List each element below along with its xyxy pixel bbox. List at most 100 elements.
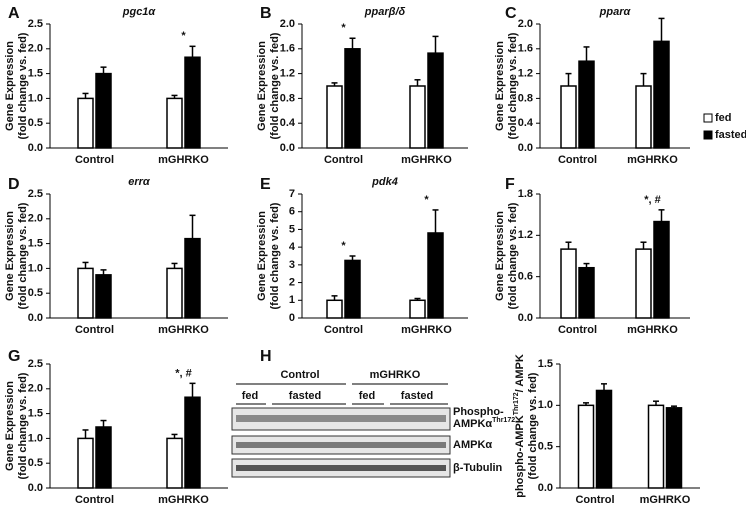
y-axis-label: (fold change vs. fed) <box>507 32 519 139</box>
y-axis-label: (fold change vs. fed) <box>269 32 281 139</box>
blot-group: Control <box>280 369 319 381</box>
x-tick-label: mGHRKO <box>401 324 452 336</box>
y-axis-label: (fold change vs. fed) <box>269 202 281 309</box>
x-tick-label: Control <box>558 324 597 336</box>
panel-letter: H <box>260 348 272 365</box>
y-tick-label: 1.6 <box>518 43 533 55</box>
annotation: * <box>181 30 186 42</box>
y-axis-label: (fold change vs. fed) <box>527 372 539 479</box>
y-axis-label: Gene Expression <box>494 41 506 131</box>
y-tick-label: 1.5 <box>28 68 43 80</box>
y-tick-label: 2.0 <box>280 18 295 30</box>
x-tick-label: Control <box>75 154 114 166</box>
x-tick-label: mGHRKO <box>640 494 691 506</box>
y-tick-label: 0.6 <box>518 271 533 283</box>
y-tick-label: 1.2 <box>518 229 533 241</box>
y-tick-label: 1.0 <box>538 399 553 411</box>
blot-row-label: Phospho- <box>453 406 504 418</box>
y-tick-label: 1.2 <box>518 68 533 80</box>
x-tick-label: mGHRKO <box>627 324 678 336</box>
y-axis-label: (fold change vs. fed) <box>17 32 29 139</box>
bar <box>184 237 201 319</box>
panel-title: pparα <box>599 6 632 18</box>
blot-signal <box>236 442 446 448</box>
y-tick-label: 2.5 <box>28 358 43 370</box>
y-tick-label: 0.0 <box>28 142 43 154</box>
bar <box>578 266 595 319</box>
x-tick-label: mGHRKO <box>158 154 209 166</box>
y-axis-label-sup: Thr172 <box>513 392 520 415</box>
y-axis-label: (fold change vs. fed) <box>17 372 29 479</box>
y-axis-label: (fold change vs. fed) <box>17 202 29 309</box>
y-axis-label: Gene Expression <box>494 41 506 131</box>
blot-condition: fed <box>242 390 259 402</box>
y-tick-label: 2.5 <box>28 18 43 30</box>
y-tick-label: 0.0 <box>28 482 43 494</box>
y-axis-label: Gene Expression <box>4 381 16 471</box>
panel-title: pdk4 <box>371 176 398 188</box>
blot-row-label: β-Tubulin <box>453 462 503 474</box>
bar <box>595 389 613 489</box>
bar <box>77 267 94 319</box>
y-axis-label: Gene Expression <box>256 211 268 301</box>
y-tick-label: 2.0 <box>28 43 43 55</box>
bar <box>427 232 444 319</box>
panel-title: errα <box>128 176 151 188</box>
y-tick-label: 0.8 <box>280 92 295 104</box>
y-tick-label: 0.0 <box>280 142 295 154</box>
bar <box>635 85 652 149</box>
y-tick-label: 0.4 <box>280 117 296 129</box>
blot-condition: fasted <box>401 390 433 402</box>
bar <box>560 248 577 319</box>
panel: F Gene Expression (fold change vs. fed) 0.0… <box>494 176 690 336</box>
y-tick-label: 7 <box>289 188 295 200</box>
x-tick-label: Control <box>75 494 114 506</box>
blot-row-label: AMPKαThr172 <box>453 417 515 430</box>
y-tick-label: 1 <box>289 294 295 306</box>
blot-condition: fasted <box>289 390 321 402</box>
y-axis-label: (fold change vs. fed) <box>17 202 29 309</box>
legend-label: fasted <box>715 129 746 141</box>
y-axis-label: (fold change vs. fed) <box>507 202 519 309</box>
x-tick-label: mGHRKO <box>158 324 209 336</box>
x-tick-label: mGHRKO <box>401 154 452 166</box>
y-tick-label: 5 <box>289 223 295 235</box>
y-tick-label: 0 <box>289 312 295 324</box>
y-axis-label: phospho-AMPKThr172/ AMPK <box>513 354 526 498</box>
x-tick-label: mGHRKO <box>627 154 678 166</box>
y-axis-label: Gene Expression <box>4 381 16 471</box>
y-axis-label: (fold change vs. fed) <box>507 32 519 139</box>
y-tick-label: 1.0 <box>28 92 43 104</box>
y-tick-label: 1.0 <box>28 432 43 444</box>
bar <box>326 299 343 319</box>
y-tick-label: 0.5 <box>28 117 43 129</box>
y-tick-label: 1.0 <box>28 262 43 274</box>
y-axis-label: Gene Expression <box>256 41 268 131</box>
y-tick-label: 2 <box>289 276 295 288</box>
legend-swatch <box>703 113 713 123</box>
y-tick-label: 0.5 <box>28 287 43 299</box>
panel-title: pparβ/δ <box>364 6 406 18</box>
bar <box>166 97 183 149</box>
bar <box>409 299 426 319</box>
annotation: * <box>341 240 346 252</box>
bar <box>95 274 112 319</box>
legend-swatch <box>703 130 713 140</box>
annotation: *, # <box>644 194 661 206</box>
bar <box>409 85 426 149</box>
bar <box>578 60 595 149</box>
y-tick-label: 1.5 <box>538 358 553 370</box>
y-axis-label: Gene Expression <box>494 211 506 301</box>
blot-signal <box>236 415 446 422</box>
bar <box>77 437 94 489</box>
y-axis-label: Gene Expression <box>256 211 268 301</box>
annotation: * <box>341 22 346 34</box>
x-tick-label: Control <box>575 494 614 506</box>
x-tick-label: Control <box>324 154 363 166</box>
bar <box>166 437 183 489</box>
panel-letter: C <box>505 5 517 22</box>
